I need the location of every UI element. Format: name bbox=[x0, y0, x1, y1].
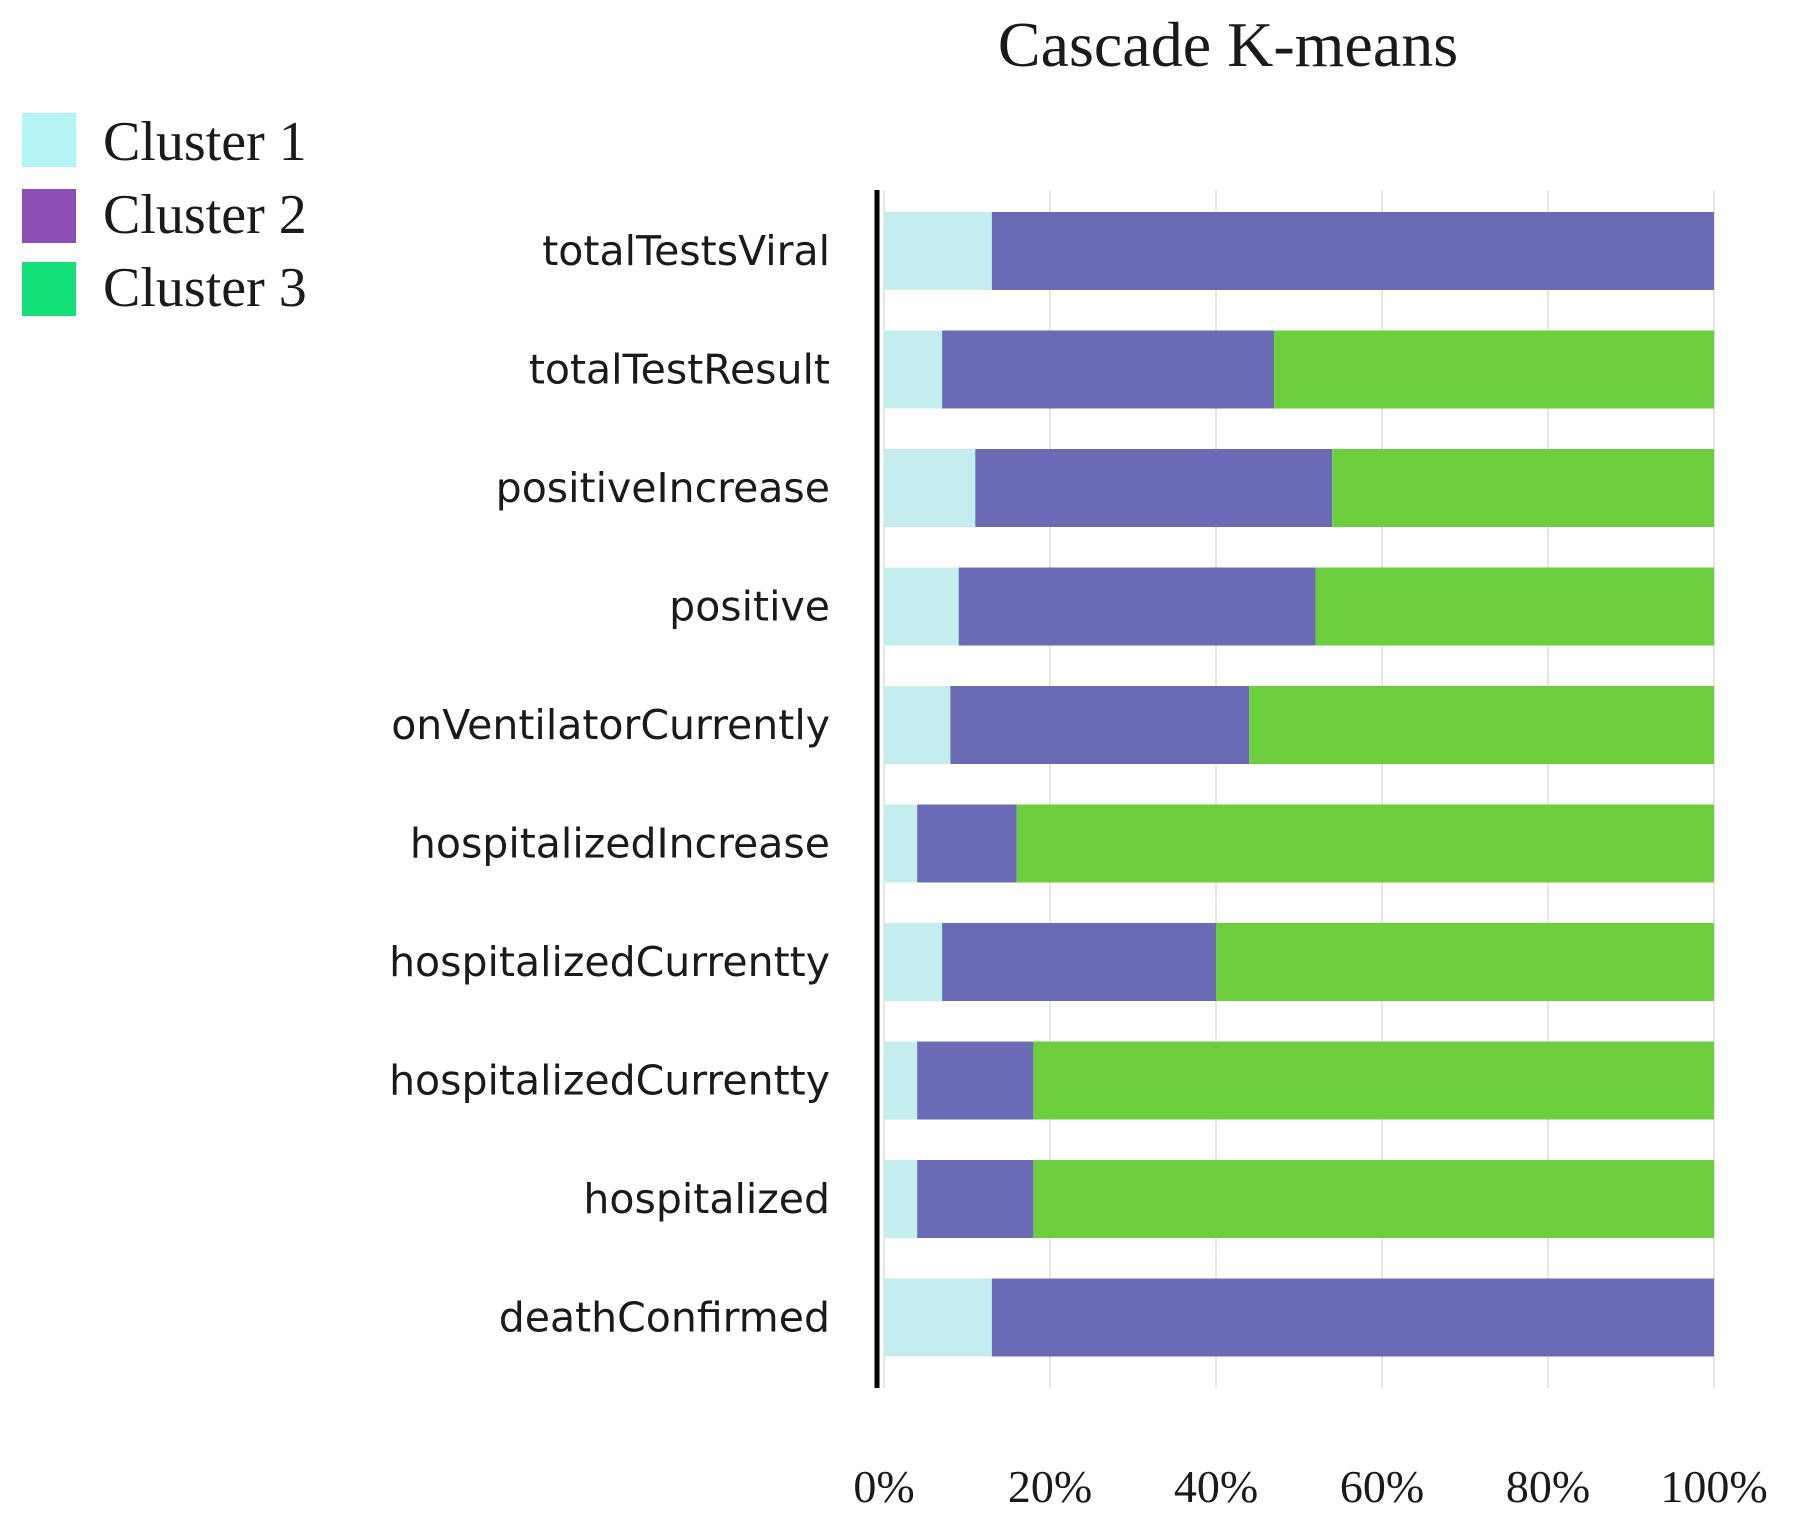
chart-title: Cascade K-means bbox=[998, 9, 1458, 80]
bar-segment-cluster-2 bbox=[958, 567, 1316, 646]
category-label: totalTestResult bbox=[529, 346, 830, 394]
x-tick-label: 0% bbox=[853, 1461, 914, 1512]
bar-segment-cluster-2 bbox=[917, 1160, 1034, 1238]
bar-segment-cluster-2 bbox=[991, 1278, 1714, 1357]
category-label: onVentilatorCurrently bbox=[391, 701, 830, 749]
bar-segment-cluster-3 bbox=[1033, 1160, 1714, 1238]
bar-segment-cluster-3 bbox=[1033, 1041, 1714, 1120]
bar-segment-cluster-2 bbox=[917, 1041, 1034, 1120]
bar-segment-cluster-2 bbox=[975, 449, 1333, 527]
legend-label-cluster-3: Cluster 3 bbox=[103, 257, 307, 319]
bar-segment-cluster-1 bbox=[884, 212, 992, 290]
bar-segment-cluster-1 bbox=[884, 567, 959, 646]
bar-segment-cluster-2 bbox=[942, 330, 1275, 409]
bar-segment-cluster-2 bbox=[950, 686, 1250, 764]
bar-segment-cluster-1 bbox=[884, 686, 951, 764]
category-labels: totalTestsViral totalTestResult positiveIn… bbox=[389, 227, 830, 1342]
bar-segment-cluster-1 bbox=[884, 923, 943, 1001]
category-label: hospitalized bbox=[583, 1175, 830, 1223]
bar-segment-cluster-3 bbox=[1315, 567, 1714, 646]
category-label: totalTestsViral bbox=[542, 227, 830, 275]
legend-swatch-cluster-1 bbox=[22, 113, 76, 167]
category-label: hospitalizedIncrease bbox=[410, 820, 830, 868]
bar-segment-cluster-3 bbox=[1016, 804, 1714, 883]
x-tick-label: 100% bbox=[1660, 1461, 1767, 1512]
legend-swatch-cluster-2 bbox=[22, 189, 76, 243]
legend-label-cluster-1: Cluster 1 bbox=[103, 111, 307, 173]
bars bbox=[884, 212, 1714, 1357]
legend-label-cluster-2: Cluster 2 bbox=[103, 184, 307, 246]
category-label: deathConfirmed bbox=[499, 1294, 830, 1342]
x-tick-labels: 0% 20% 40% 60% 80% 100% bbox=[853, 1461, 1767, 1512]
bar-segment-cluster-1 bbox=[884, 1160, 918, 1238]
category-label: positiveIncrease bbox=[496, 464, 830, 512]
category-label: hospitalizedCurrentty bbox=[389, 938, 830, 986]
x-tick-label: 40% bbox=[1174, 1461, 1258, 1512]
bar-segment-cluster-1 bbox=[884, 1041, 918, 1120]
bar-segment-cluster-3 bbox=[1216, 923, 1714, 1001]
bar-segment-cluster-3 bbox=[1249, 686, 1714, 764]
bar-segment-cluster-1 bbox=[884, 804, 918, 883]
x-tick-label: 80% bbox=[1506, 1461, 1590, 1512]
bar-segment-cluster-2 bbox=[917, 804, 1017, 883]
x-tick-label: 20% bbox=[1008, 1461, 1092, 1512]
legend-swatch-cluster-3 bbox=[22, 262, 76, 316]
bar-segment-cluster-3 bbox=[1274, 330, 1714, 409]
bar-segment-cluster-1 bbox=[884, 1278, 992, 1357]
x-tick-label: 60% bbox=[1340, 1461, 1424, 1512]
bar-segment-cluster-2 bbox=[991, 212, 1714, 290]
legend: Cluster 1 Cluster 2 Cluster 3 bbox=[22, 111, 307, 319]
bar-segment-cluster-1 bbox=[884, 449, 976, 527]
category-label: hospitalizedCurrentty bbox=[389, 1057, 830, 1105]
bar-segment-cluster-1 bbox=[884, 330, 943, 409]
bar-segment-cluster-3 bbox=[1332, 449, 1714, 527]
bar-segment-cluster-2 bbox=[942, 923, 1216, 1001]
category-label: positive bbox=[669, 583, 830, 631]
